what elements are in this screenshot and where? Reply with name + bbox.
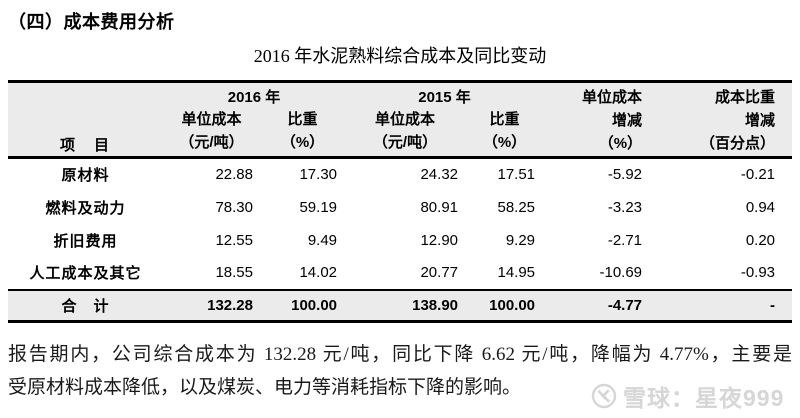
table-total-row: 合 计 132.28 100.00 138.90 100.00 -4.77 - (8, 289, 793, 322)
cell-value: 100.00 (260, 289, 346, 322)
cell-value: 24.32 (420, 166, 459, 184)
table-header: 项 目 2016 年 2015 年 单位成本 增减 （%） 成本比重 增减 （百… (8, 81, 793, 158)
total-label: 合 计 (8, 289, 163, 322)
cell-value: 9.49 (307, 231, 338, 249)
cell-value: 17.51 (497, 166, 536, 184)
row-item-label: 原材料 (61, 167, 110, 185)
row-item-label: 燃料及动力 (45, 199, 126, 217)
cell-value: 14.95 (497, 264, 536, 281)
col-group-2016: 2016 年 (163, 81, 346, 108)
cell-value: 17.30 (299, 166, 338, 184)
summary-paragraph: 报告期内，公司综合成本为 132.28 元/吨，同比下降 6.62 元/吨，降幅… (8, 338, 792, 404)
cell-value: 20.77 (420, 264, 459, 281)
cell-value: 0.20 (745, 231, 776, 249)
cell-value: -2.71 (607, 231, 643, 249)
col-header-ratio-2016: 比重 （%） (260, 107, 346, 158)
cell-value: 78.30 (215, 198, 253, 216)
table-row: 折旧费用 12.55 9.49 12.90 9.29 -2.71 0.20 (8, 224, 792, 257)
col-header-ratio-2015: 比重 （%） (465, 107, 545, 158)
cell-value: -0.21 (740, 166, 776, 184)
col-header-unit-cost-2015: 单位成本 （元/吨） (345, 107, 466, 158)
watermark-text: 雪球：星夜999 (623, 385, 785, 411)
cell-value: 138.90 (345, 289, 466, 322)
cell-value: -5.92 (607, 166, 643, 184)
col-header-item: 项 目 (8, 81, 163, 158)
table-row: 人工成本及其它 18.55 14.02 20.77 14.95 -10.69 -… (8, 257, 792, 290)
cell-value: 14.02 (299, 264, 338, 281)
cell-value: -3.23 (607, 198, 643, 216)
cell-value: 12.55 (215, 231, 253, 249)
cell-value: 0.94 (745, 198, 776, 216)
col-header-ratio-change: 成本比重 增减 （百分点） (649, 81, 793, 158)
col-header-unit-cost-2016: 单位成本 （元/吨） (163, 107, 260, 158)
cell-value: 9.29 (505, 231, 536, 249)
table-row: 燃料及动力 78.30 59.19 80.91 58.25 -3.23 0.94 (8, 191, 792, 224)
cell-value: -10.69 (599, 264, 643, 281)
cell-value: 80.91 (420, 198, 459, 216)
section-heading: （四）成本费用分析 (8, 12, 175, 32)
watermark: 雪球：星夜999 (591, 379, 784, 413)
cell-value: 12.90 (420, 231, 459, 249)
cell-value: -4.77 (544, 289, 650, 322)
cell-value: -0.93 (740, 264, 776, 281)
summary-line-2: 受原材料成本降低，以及煤炭、电力等消耗指标下降的影响。 (8, 377, 522, 398)
cell-value: 59.19 (299, 198, 338, 216)
col-header-unit-cost-change: 单位成本 增减 （%） (544, 81, 650, 158)
cell-value: - (649, 289, 793, 322)
cost-analysis-table: 项 目 2016 年 2015 年 单位成本 增减 （%） 成本比重 增减 （百… (8, 80, 793, 323)
cell-value: 100.00 (465, 289, 545, 322)
cell-value: 58.25 (497, 198, 536, 216)
col-group-2015: 2015 年 (345, 81, 545, 108)
table-row: 原材料 22.88 17.30 24.32 17.51 -5.92 -0.21 (8, 158, 792, 191)
table-body: 原材料 22.88 17.30 24.32 17.51 -5.92 -0.21 … (8, 158, 793, 322)
row-item-label: 人工成本及其它 (29, 265, 142, 282)
row-item-label: 折旧费用 (53, 232, 118, 250)
cell-value: 18.55 (215, 264, 253, 281)
cell-value: 132.28 (163, 289, 260, 322)
table-title: 2016 年水泥熟料综合成本及同比变动 (253, 46, 547, 66)
cell-value: 22.88 (215, 166, 253, 184)
summary-line-1: 报告期内，公司综合成本为 132.28 元/吨，同比下降 6.62 元/吨，降幅… (8, 344, 792, 365)
xueqiu-logo-icon (591, 383, 617, 409)
